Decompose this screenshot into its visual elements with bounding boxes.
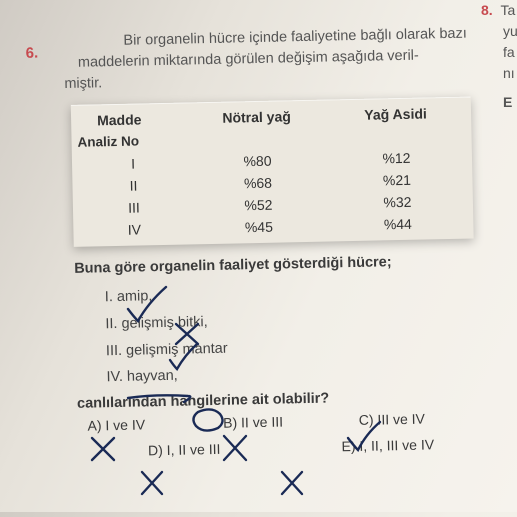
cell-yag: %21 <box>327 171 466 190</box>
cell-no: IV <box>79 220 189 238</box>
cell-notral: %68 <box>188 174 327 193</box>
cell-notral: %52 <box>189 196 328 215</box>
roman-list: I. amip, II. gelişmiş bitki, III. gelişm… <box>105 276 494 391</box>
edge-frag: Ta <box>500 2 515 18</box>
col-header-madde: Madde <box>77 111 187 129</box>
option-a[interactable]: A) I ve IV <box>87 415 223 434</box>
col-header-notral: Nötral yağ <box>187 108 326 127</box>
question-text: Bir organelin hücre içinde faaliyetine b… <box>63 23 487 95</box>
option-d[interactable]: D) I, II ve III <box>148 439 302 458</box>
question-page: 6. Bir organelin hücre içinde faaliyetin… <box>0 0 517 517</box>
option-c[interactable]: C) III ve IV <box>359 409 495 428</box>
option-e[interactable]: E) I, II, III ve IV <box>341 435 495 454</box>
col-header-yag: Yağ Asidi <box>326 105 465 124</box>
option-b[interactable]: B) II ve III <box>223 412 359 431</box>
sub-question-2: canlılarından hangilerine ait olabilir? <box>77 387 494 412</box>
edge-next-question: 8. Ta yu fa nı E <box>481 0 517 113</box>
edge-frag: yu <box>481 21 517 42</box>
next-qnum: 8. <box>481 2 493 18</box>
edge-frag: nı <box>481 63 517 84</box>
cell-yag: %44 <box>328 215 467 234</box>
cell-yag: %12 <box>327 149 466 168</box>
cell-notral: %45 <box>189 218 328 237</box>
options-block: A) I ve IV B) II ve III C) III ve IV D) … <box>87 409 495 460</box>
sub-question-1: Buna göre organelin faaliyet gösterdiği … <box>74 252 491 277</box>
cell-no: II <box>78 176 188 194</box>
edge-frag: fa <box>481 42 517 63</box>
data-table: Madde Nötral yağ Yağ Asidi Analiz No I %… <box>71 97 474 247</box>
cell-no: III <box>79 198 189 216</box>
question-number: 6. <box>26 45 39 62</box>
edge-frag: E <box>481 92 517 113</box>
cell-notral: %80 <box>188 152 327 171</box>
cell-yag: %32 <box>328 193 467 212</box>
cell-no: I <box>78 155 188 173</box>
